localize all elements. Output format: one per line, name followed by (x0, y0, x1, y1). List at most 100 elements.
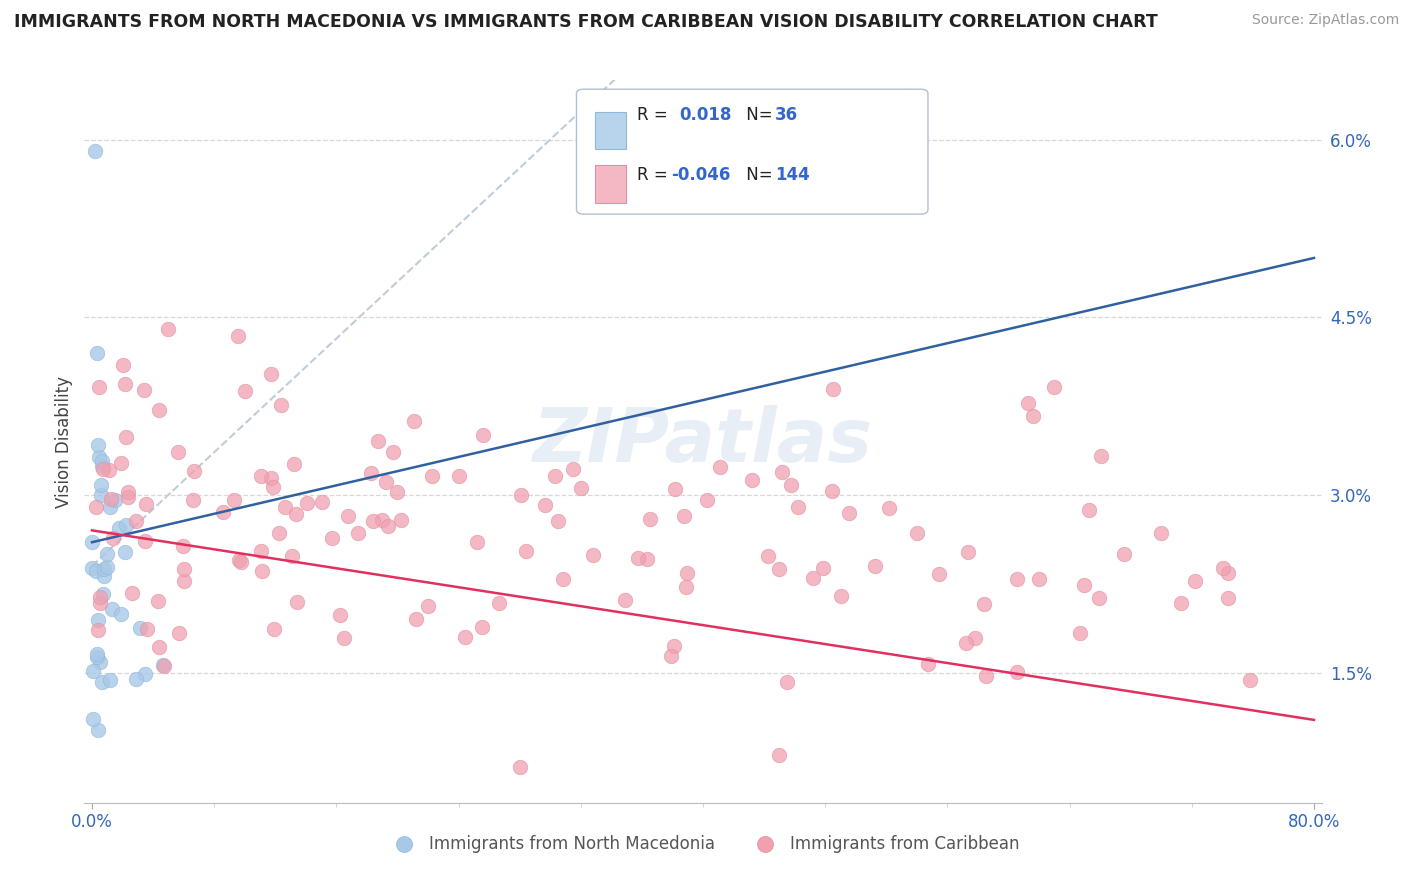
Point (488, 596, 510, 610)
Text: R =: R = (637, 166, 673, 184)
Point (581, 549, 603, 563)
Point (104, 492, 127, 507)
Point (167, 445, 190, 459)
Text: 0.018: 0.018 (679, 105, 731, 123)
Point (283, 458, 305, 472)
Point (98, 673, 121, 688)
Point (382, 445, 405, 459)
Point (472, 428, 495, 442)
Point (1028, 572, 1050, 586)
Point (1022, 409, 1045, 424)
Point (84, 145, 107, 159)
Point (98, 463, 121, 477)
Point (115, 430, 138, 444)
Point (86, 500, 108, 514)
Point (124, 672, 146, 686)
Point (636, 551, 658, 566)
Point (262, 480, 284, 494)
Point (87, 380, 110, 394)
Point (280, 549, 302, 564)
Point (801, 571, 824, 585)
Point (863, 558, 886, 573)
Point (121, 586, 143, 600)
Point (87, 613, 110, 627)
Point (371, 513, 394, 527)
Point (955, 635, 977, 649)
Point (830, 590, 852, 604)
Point (125, 515, 148, 529)
Point (418, 599, 440, 614)
Point (90, 477, 112, 491)
Point (111, 358, 134, 372)
Point (1069, 626, 1091, 640)
Text: N=: N= (741, 166, 778, 184)
Point (114, 517, 136, 532)
Point (114, 377, 136, 392)
Point (1017, 396, 1039, 410)
Point (263, 622, 285, 636)
Point (965, 631, 987, 645)
Point (569, 481, 592, 495)
Point (1218, 566, 1240, 580)
Point (1005, 665, 1028, 679)
Point (226, 329, 249, 343)
Point (148, 640, 170, 655)
Point (80, 535, 103, 549)
Point (153, 659, 176, 673)
Point (169, 625, 191, 640)
Point (114, 545, 136, 559)
Point (547, 514, 569, 528)
Text: 36: 36 (775, 105, 797, 123)
Point (360, 466, 382, 480)
Point (172, 539, 194, 553)
Point (515, 544, 537, 558)
Point (91, 458, 114, 473)
Point (928, 567, 950, 582)
Point (157, 322, 180, 336)
Point (627, 550, 650, 565)
Point (1042, 380, 1064, 394)
Point (638, 511, 661, 525)
Point (770, 465, 793, 479)
Point (974, 669, 997, 683)
Point (709, 460, 731, 475)
Point (551, 572, 574, 586)
Point (181, 492, 204, 507)
Point (614, 593, 637, 607)
Point (267, 525, 290, 540)
Point (82, 712, 104, 726)
Y-axis label: Vision Disability: Vision Disability (55, 376, 73, 508)
Text: R =: R = (637, 105, 678, 123)
Point (787, 500, 810, 515)
Point (148, 402, 170, 417)
Point (1239, 673, 1261, 688)
Point (664, 482, 686, 496)
Point (117, 491, 139, 505)
Point (465, 535, 488, 549)
Point (1077, 503, 1099, 517)
Point (402, 414, 425, 428)
Point (89, 591, 111, 605)
Point (229, 555, 252, 569)
Point (98, 500, 121, 514)
Point (82, 665, 104, 679)
Point (91, 462, 114, 476)
Point (821, 484, 844, 499)
Point (183, 464, 205, 478)
Point (107, 520, 129, 534)
Point (510, 488, 533, 502)
Point (90, 488, 112, 502)
Point (420, 469, 443, 483)
Point (1087, 591, 1109, 605)
Point (756, 549, 779, 563)
Point (93, 569, 115, 583)
Point (87, 438, 110, 452)
Point (152, 657, 174, 672)
Point (110, 456, 132, 470)
Point (659, 649, 682, 664)
Point (768, 748, 790, 763)
Point (1073, 578, 1095, 592)
Point (333, 632, 356, 646)
Point (389, 513, 412, 527)
Point (129, 621, 152, 635)
